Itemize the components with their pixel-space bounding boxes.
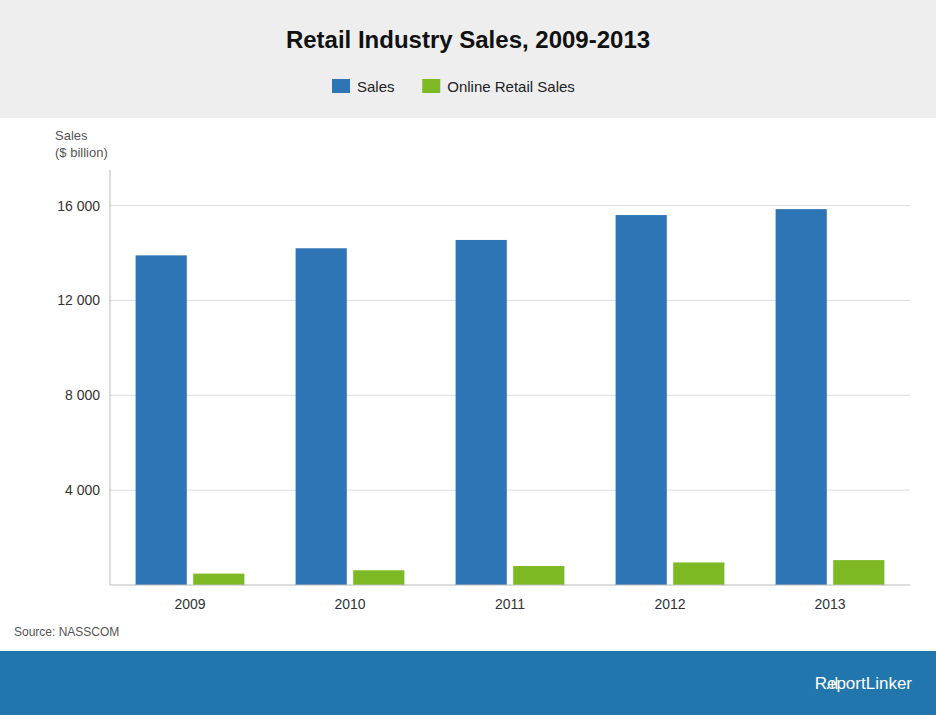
bar xyxy=(513,566,564,585)
bar xyxy=(616,215,667,585)
bar xyxy=(776,209,827,585)
x-axis-line xyxy=(110,585,910,586)
grid-line xyxy=(110,205,910,206)
legend-label: Online Retail Sales xyxy=(447,78,575,95)
bar xyxy=(456,240,507,585)
footer-brand: ReportLinker xyxy=(815,674,913,693)
chart: Retail Industry Sales, 2009-2013 Sales Onl… xyxy=(0,0,936,715)
y-tick-label: 12 000 xyxy=(57,292,100,308)
bars xyxy=(136,209,885,585)
source-note: Source: NASSCOM xyxy=(14,625,119,639)
footer-background xyxy=(0,651,936,715)
legend-label: Sales xyxy=(357,78,395,95)
bar xyxy=(296,248,347,585)
bar xyxy=(136,255,187,585)
title: Retail Industry Sales, 2009-2013 xyxy=(286,26,650,53)
bar xyxy=(673,562,724,585)
y-tick-label: 16 000 xyxy=(57,198,100,214)
x-tick-label: 2010 xyxy=(334,596,365,612)
y-tick-label: 8 000 xyxy=(65,387,100,403)
header-background xyxy=(0,0,936,118)
y-tick-label: 4 000 xyxy=(65,482,100,498)
x-tick-label: 2012 xyxy=(654,596,685,612)
legend-swatch xyxy=(332,79,350,93)
x-tick-label: 2009 xyxy=(174,596,205,612)
bar xyxy=(193,574,244,585)
legend-swatch xyxy=(422,79,440,93)
y-axis-label: Sales xyxy=(55,128,88,143)
y-axis-line xyxy=(110,170,111,585)
bar xyxy=(833,560,884,585)
legend: Sales Online Retail Sales xyxy=(332,78,575,95)
x-tick-label: 2013 xyxy=(814,596,845,612)
x-tick-label: 2011 xyxy=(495,596,525,612)
bar xyxy=(353,570,404,585)
y-axis-label: ($ billion) xyxy=(55,145,108,160)
